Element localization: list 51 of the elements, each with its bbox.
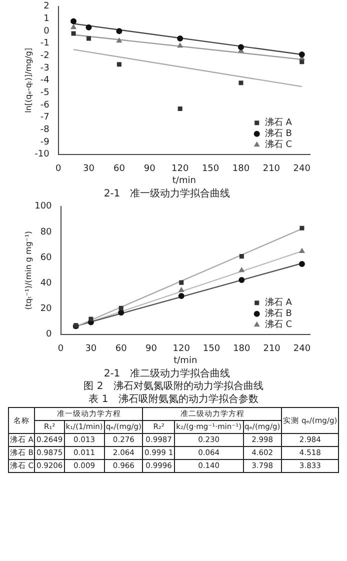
- y-tick-label: -7: [40, 112, 49, 123]
- x-tick-label: 60: [112, 164, 125, 174]
- x-tick-label: 210: [262, 164, 280, 174]
- x-tick-label: 30: [84, 344, 96, 354]
- x-tick-label: 0: [54, 164, 61, 174]
- x-axis-title: t/min: [173, 356, 197, 366]
- text: 2-1 准一级动力学拟合曲线: [103, 188, 230, 200]
- x-tick-label: 90: [144, 344, 157, 354]
- y-axis-title: ln[(qₑ-qₜ)]/mg/g]: [23, 48, 32, 113]
- y-tick-label: 0: [46, 330, 52, 340]
- y-tick-label: -8: [40, 125, 50, 136]
- caption: 图 2 沸石对氨氮吸附的动力学拟合曲线: [82, 380, 264, 393]
- text: 表 1 沸石吸附氨氮的动力学拟合参数: [88, 393, 260, 406]
- legend-label: 沸石 B: [264, 128, 292, 140]
- text: 2-1 准二级动力学拟合曲线: [103, 368, 230, 380]
- y-tick-label: 2: [43, 2, 49, 12]
- x-tick-label: 120: [172, 344, 190, 354]
- y-tick-label: -3: [40, 63, 49, 74]
- x-tick-label: 90: [143, 164, 156, 174]
- y-tick-label: -1: [40, 38, 49, 49]
- y-tick-label: -10: [34, 150, 50, 160]
- y-tick-label: 100: [34, 202, 52, 212]
- y-tick-label: -4: [40, 76, 50, 86]
- legend-label: 沸石 A: [264, 117, 292, 128]
- y-axis-title: (tqₜ⁻¹)/(min g mg⁻¹): [23, 231, 32, 310]
- legend-label: 沸石 B: [264, 308, 292, 320]
- y-tick-label: 20: [40, 304, 52, 314]
- y-tick-label: -5: [40, 88, 49, 98]
- x-tick-label: 180: [232, 344, 250, 354]
- y-tick-label: 60: [40, 252, 52, 263]
- legend-label: 沸石 A: [264, 297, 292, 308]
- x-tick-label: 60: [114, 344, 127, 354]
- x-tick-label: 240: [292, 164, 310, 174]
- y-tick-label: 40: [40, 278, 52, 289]
- y-tick-label: 80: [40, 227, 52, 238]
- x-tick-label: 30: [82, 164, 94, 174]
- x-tick-label: 180: [232, 164, 250, 174]
- y-tick-label: 0: [43, 26, 50, 36]
- x-tick-label: 0: [57, 344, 64, 354]
- y-tick-label: -2: [40, 51, 49, 62]
- legend-label: 沸石 C: [264, 319, 292, 330]
- x-axis-title: t/min: [172, 176, 196, 186]
- y-tick-label: -6: [40, 100, 50, 110]
- x-tick-label: 210: [262, 344, 280, 354]
- legend-label: 沸石 C: [264, 139, 292, 150]
- y-tick-label: 1: [43, 14, 49, 24]
- x-tick-label: 150: [201, 164, 219, 174]
- x-tick-label: 240: [292, 344, 310, 354]
- y-tick-label: -9: [40, 137, 50, 148]
- x-tick-label: 150: [202, 344, 220, 354]
- x-tick-label: 120: [170, 164, 188, 174]
